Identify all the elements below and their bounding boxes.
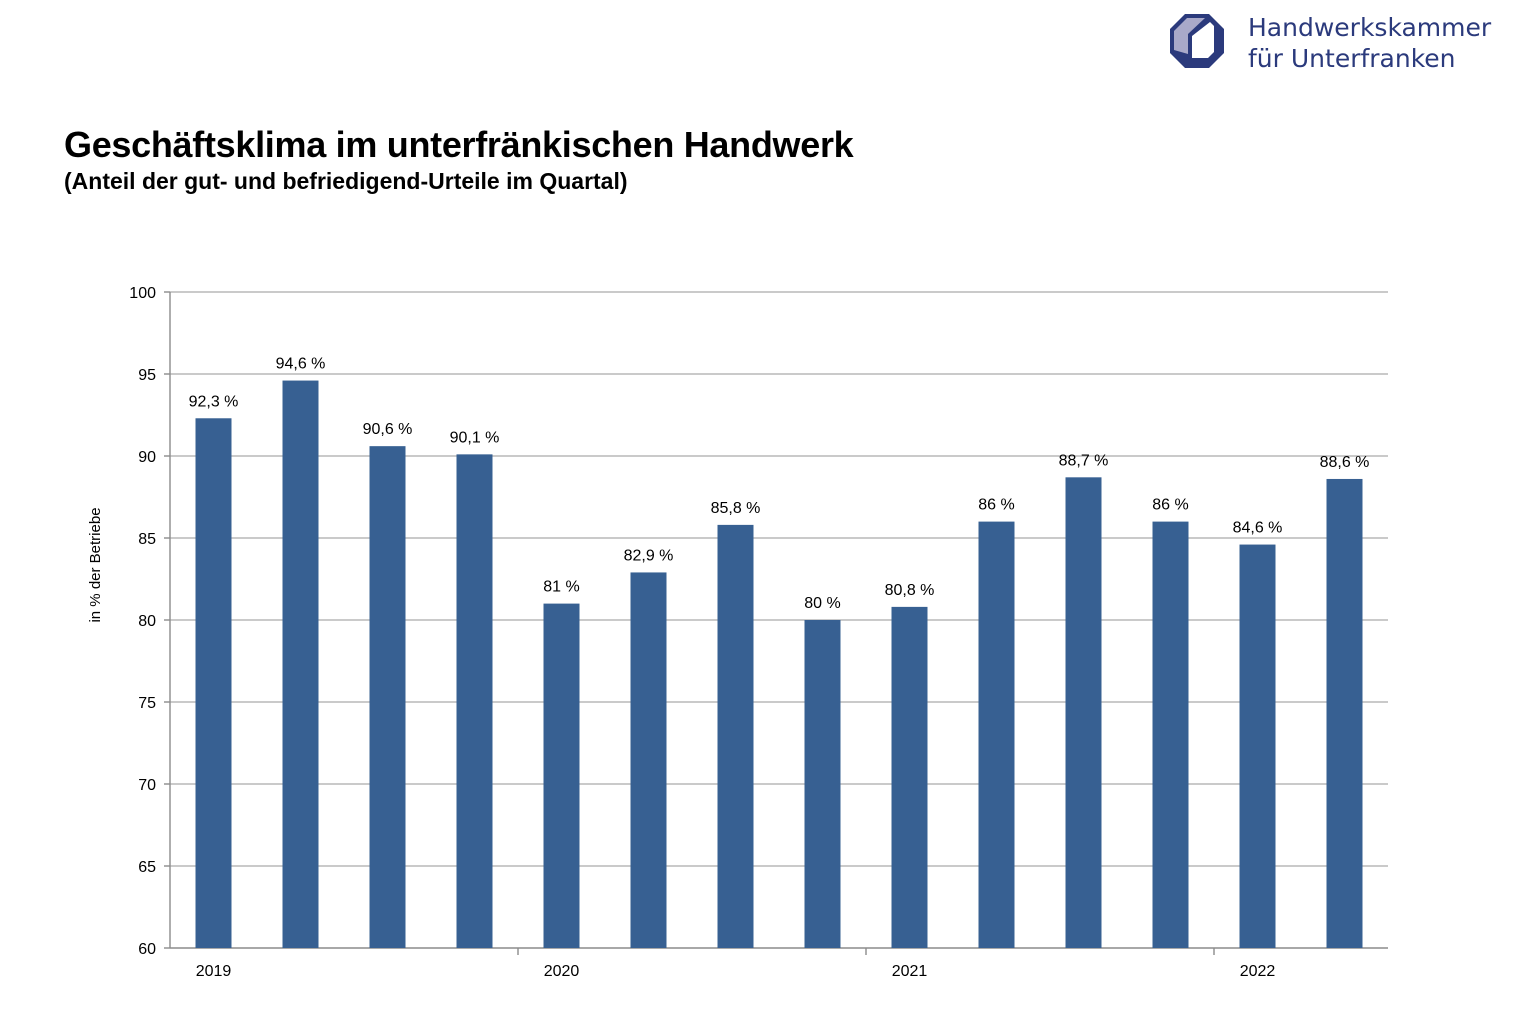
y-tick-label: 60 <box>138 941 156 958</box>
data-label: 86 % <box>978 497 1014 514</box>
y-tick-label: 70 <box>138 777 156 794</box>
data-label: 85,8 % <box>711 500 761 517</box>
bar <box>630 572 667 948</box>
bar <box>804 620 841 948</box>
bar <box>717 524 754 948</box>
gridlines <box>170 291 1388 867</box>
bar <box>1326 478 1363 948</box>
bar <box>369 446 406 948</box>
bar <box>543 603 580 948</box>
bar <box>456 454 493 948</box>
data-label: 90,1 % <box>450 429 500 446</box>
y-tick-label: 65 <box>138 859 156 876</box>
bar <box>1065 477 1102 948</box>
y-tick-label: 95 <box>138 367 156 384</box>
data-label: 84,6 % <box>1233 520 1283 537</box>
y-tick-label: 85 <box>138 531 156 548</box>
bar <box>1239 544 1276 948</box>
data-label: 92,3 % <box>189 393 239 410</box>
logo-text: Handwerkskammer für Unterfranken <box>1248 12 1491 74</box>
data-label: 88,7 % <box>1059 452 1109 469</box>
data-label: 86 % <box>1152 497 1188 514</box>
data-label: 88,6 % <box>1320 454 1370 471</box>
bars <box>195 380 1363 948</box>
y-tick-label: 90 <box>138 449 156 466</box>
y-tick-label: 80 <box>138 613 156 630</box>
y-tick-label: 75 <box>138 695 156 712</box>
hwk-logo-icon <box>1170 14 1224 68</box>
data-label: 94,6 % <box>276 356 326 373</box>
bar <box>282 380 319 948</box>
data-labels: 92,3 % 94,6 % 90,6 % 90,1 % 81 % 82,9 % 85,8 %… <box>189 356 1370 612</box>
bar <box>891 606 928 948</box>
bar <box>1152 521 1189 948</box>
data-label: 90,6 % <box>363 421 413 438</box>
x-tick-label: 2019 <box>196 963 232 980</box>
data-label: 82,9 % <box>624 547 674 564</box>
x-tick-label: 2022 <box>1240 963 1276 980</box>
bar <box>978 521 1015 948</box>
data-label: 80,8 % <box>885 582 935 599</box>
y-tick-label: 100 <box>129 285 156 302</box>
logo-line-2: für Unterfranken <box>1248 44 1456 73</box>
x-tick-label: 2021 <box>892 963 928 980</box>
bar <box>195 418 232 948</box>
y-axis-label: in % der Betriebe <box>87 507 104 622</box>
chart-subtitle: (Anteil der gut- und befriedigend-Urteil… <box>64 168 628 194</box>
x-tick-label: 2020 <box>544 963 580 980</box>
logo: Handwerkskammer für Unterfranken <box>1168 12 1508 74</box>
logo-line-1: Handwerkskammer <box>1248 13 1492 42</box>
data-label: 80 % <box>804 595 840 612</box>
data-label: 81 % <box>543 579 579 596</box>
chart-title: Geschäftsklima im unterfränkischen Handw… <box>64 124 854 165</box>
